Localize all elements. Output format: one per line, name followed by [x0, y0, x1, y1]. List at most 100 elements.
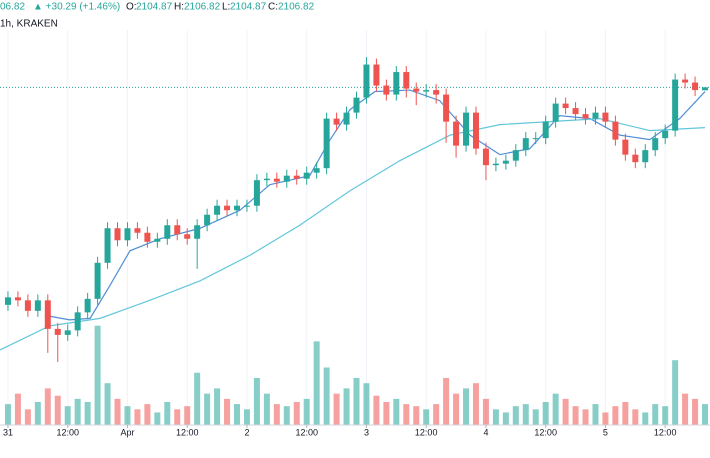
candle-body: [323, 118, 330, 169]
volume-bar: [134, 409, 141, 425]
candle-body: [592, 112, 599, 119]
candle-body: [413, 88, 420, 92]
volume-bar: [562, 398, 569, 425]
candle-body: [482, 148, 489, 166]
volume-bar: [164, 402, 171, 425]
volume-bar: [492, 409, 499, 425]
candle-body: [313, 168, 320, 173]
x-tick-label: 12:00: [295, 427, 318, 437]
volume-bar: [84, 402, 91, 425]
candle-body: [692, 82, 699, 91]
volume-bar: [552, 393, 559, 425]
interval-source: 1h, KRAKEN: [0, 19, 58, 30]
candle-body: [492, 163, 499, 166]
volume-bar: [502, 412, 509, 425]
x-tick-label: 12:00: [176, 427, 199, 437]
volume-bar: [383, 402, 390, 425]
candle-body: [64, 330, 71, 335]
candle-body: [233, 205, 240, 211]
candle-body: [253, 180, 260, 206]
volume-bar: [393, 398, 400, 425]
candle-body: [124, 228, 131, 241]
candle-body: [194, 225, 201, 239]
volume-bar: [423, 409, 430, 425]
volume-bar: [632, 409, 639, 425]
candle-body: [144, 232, 151, 242]
volume-bar: [353, 377, 360, 425]
volume-bar: [672, 360, 679, 425]
candle-body: [472, 112, 479, 149]
volume-bar: [34, 402, 41, 425]
candle-body: [552, 103, 559, 122]
volume-bar: [532, 409, 539, 425]
x-tick-label: 4: [483, 427, 488, 437]
candle-body: [243, 205, 250, 207]
candle-body: [74, 312, 81, 331]
volume-bar: [14, 393, 21, 425]
candle-body: [672, 79, 679, 131]
volume-bar: [224, 398, 231, 425]
volume-bar: [243, 409, 250, 425]
volume-bar: [154, 412, 161, 425]
candle-body: [572, 108, 579, 115]
close-value: 2106.82: [278, 2, 315, 13]
volume-bar: [602, 412, 609, 425]
moving-average: [0, 118, 706, 351]
volume-bar: [204, 393, 211, 425]
volume-bar: [512, 406, 519, 425]
candle-body: [54, 328, 61, 335]
last-price: 06.82: [0, 2, 25, 13]
low-label: L:: [222, 2, 230, 13]
volume-bar: [482, 398, 489, 425]
x-tick-label: 2: [244, 427, 249, 437]
candle-body: [214, 205, 221, 215]
candle-body: [34, 300, 41, 311]
background-layer: [0, 30, 710, 425]
candle-body: [602, 112, 609, 122]
candle-body: [303, 172, 310, 179]
volume-bar: [652, 404, 659, 425]
volume-bar: [682, 393, 689, 425]
candle-body: [512, 150, 519, 161]
ma-layer: [0, 89, 706, 351]
close-label: C:: [268, 2, 278, 13]
candle-body: [463, 112, 470, 146]
candle-body: [44, 300, 51, 329]
candle-body: [14, 297, 21, 301]
volume-bar: [642, 412, 649, 425]
x-tick-label: 12:00: [56, 427, 79, 437]
candle-body: [582, 114, 589, 119]
volume-bar: [174, 409, 181, 425]
volume-bar: [313, 341, 320, 425]
x-tick-label: 3: [364, 427, 369, 437]
candle-body: [94, 262, 101, 299]
volume-bar: [104, 383, 111, 425]
volume-bar: [184, 406, 191, 425]
candle-body: [652, 138, 659, 151]
volume-bar: [144, 404, 151, 425]
volume-bar: [612, 406, 619, 425]
volume-bar: [253, 377, 260, 425]
candle-body: [612, 121, 619, 140]
x-tick-label: Apr: [120, 427, 134, 437]
volume-bar: [472, 383, 479, 425]
candle-body: [84, 298, 91, 313]
volume-bar: [522, 404, 529, 425]
candle-body: [174, 225, 181, 235]
price-change: ▲ +30.29 (+1.46%): [33, 2, 120, 13]
volume-bar: [214, 388, 221, 425]
candle-body: [283, 175, 290, 182]
candle-body: [164, 225, 171, 239]
volume-bar: [413, 406, 420, 425]
volume-bar: [283, 406, 290, 425]
volume-bar: [114, 398, 121, 425]
volume-bar: [582, 409, 589, 425]
candle-body: [114, 228, 121, 241]
candle-body: [4, 297, 11, 305]
volume-bar: [4, 404, 11, 425]
high-label: H:: [174, 2, 184, 13]
candle-body: [393, 72, 400, 95]
candle-body: [443, 94, 450, 122]
candle-body: [154, 238, 161, 242]
